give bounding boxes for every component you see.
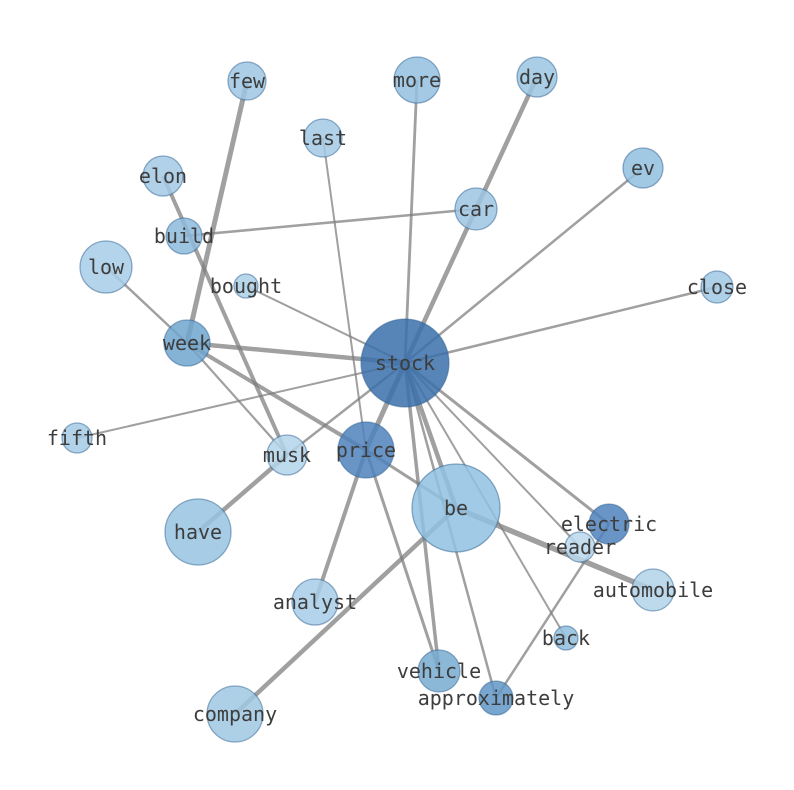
node-label-stock: stock <box>375 351 435 375</box>
node-label-electric: electric <box>561 512 657 536</box>
node-musk <box>266 434 308 476</box>
node-label-elon: elon <box>139 164 187 188</box>
node-label-analyst: analyst <box>273 590 357 614</box>
node-label-low: low <box>88 255 125 279</box>
node-bought <box>233 273 259 299</box>
node-label-back: back <box>542 626 590 650</box>
node-electric <box>588 503 630 545</box>
node-label-week: week <box>163 331 211 355</box>
nodes-layer <box>61 56 734 743</box>
node-label-approximately: approximately <box>418 686 575 710</box>
node-be <box>411 463 501 553</box>
edge-day-car <box>473 76 540 210</box>
edge-week-musk <box>186 342 288 456</box>
node-week <box>163 319 211 367</box>
node-ev <box>622 147 664 189</box>
node-label-few: few <box>229 69 266 93</box>
edge-close-stock <box>404 285 718 365</box>
node-label-have: have <box>174 520 222 544</box>
node-label-day: day <box>519 65 555 89</box>
node-car <box>454 187 498 231</box>
node-back <box>553 625 579 651</box>
node-more <box>393 56 441 104</box>
edge-build-car <box>183 207 477 238</box>
node-label-bought: bought <box>210 274 282 298</box>
node-fifth <box>61 422 93 454</box>
edge-more-stock <box>403 79 419 364</box>
node-automobile <box>631 568 675 612</box>
node-label-close: close <box>687 275 747 299</box>
node-label-musk: musk <box>263 443 311 467</box>
node-have <box>164 498 232 566</box>
node-stock <box>360 318 450 408</box>
node-price <box>337 421 395 479</box>
node-analyst <box>291 578 339 626</box>
node-elon <box>142 155 184 197</box>
edge-ev-stock <box>404 167 644 364</box>
node-label-fifth: fifth <box>47 426 107 450</box>
node-label-be: be <box>444 496 468 520</box>
node-company <box>206 685 264 743</box>
node-last <box>303 118 343 158</box>
node-label-company: company <box>193 702 277 726</box>
node-label-reader: reader <box>544 535 616 559</box>
edge-few-week <box>184 80 250 344</box>
node-approximately <box>478 680 514 716</box>
node-label-vehicle: vehicle <box>397 659 481 683</box>
node-label-price: price <box>336 438 396 462</box>
node-label-car: car <box>458 197 494 221</box>
node-close <box>700 270 734 304</box>
labels-layer: few more day last elon ev car build low bought clo… <box>47 65 747 726</box>
node-label-automobile: automobile <box>593 578 713 602</box>
node-label-more: more <box>393 68 441 92</box>
node-low <box>79 240 133 294</box>
node-label-last: last <box>299 126 347 150</box>
edge-be-company <box>233 506 458 716</box>
node-reader <box>564 531 596 563</box>
node-few <box>227 61 267 101</box>
node-label-build: build <box>154 224 214 248</box>
node-build <box>165 217 203 255</box>
node-label-ev: ev <box>631 156 655 180</box>
edge-fifth-stock <box>76 362 406 439</box>
edge-week-price <box>185 341 368 452</box>
edge-last-price <box>322 137 367 451</box>
node-vehicle <box>417 649 461 693</box>
node-day <box>516 56 558 98</box>
